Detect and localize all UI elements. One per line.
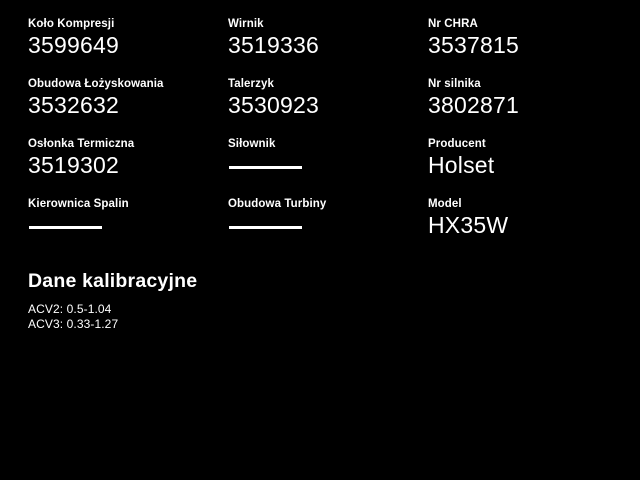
spec-label: Obudowa Turbiny xyxy=(228,198,327,210)
spec-value: HX35W xyxy=(428,212,509,238)
spec-label: Obudowa Łożyskowania xyxy=(28,78,164,90)
spec-label: Kierownica Spalin xyxy=(28,198,129,210)
spec-label: Nr CHRA xyxy=(428,18,478,30)
calibration-item-acv2: ACV2: 0.5-1.04 xyxy=(28,302,112,316)
spec-value: Holset xyxy=(428,152,495,178)
spec-value: 3519336 xyxy=(228,32,319,58)
spec-cell-kierownica-spalin: Kierownica Spalin xyxy=(28,193,228,253)
spec-label: Talerzyk xyxy=(228,78,274,90)
calibration-item-acv3: ACV3: 0.33-1.27 xyxy=(28,317,119,331)
spec-cell-silownik: Siłownik xyxy=(228,133,428,193)
calibration-list: ACV2: 0.5-1.04 ACV3: 0.33-1.27 xyxy=(28,302,428,332)
spec-cell-producent: Producent Holset xyxy=(428,133,628,193)
spec-cell-oslonka-termiczna: Osłonka Termiczna 3519302 xyxy=(28,133,228,193)
spec-label: Osłonka Termiczna xyxy=(28,138,135,150)
spec-cell-obudowa-lozyskowania: Obudowa Łożyskowania 3532632 xyxy=(28,73,228,133)
spec-cell-talerzyk: Talerzyk 3530923 xyxy=(228,73,428,133)
spec-label: Koło Kompresji xyxy=(28,18,115,30)
spec-grid: Koło Kompresji 3599649 Wirnik 3519336 Nr… xyxy=(28,13,628,253)
spec-value: 3599649 xyxy=(28,32,119,58)
calibration-section: Dane kalibracyjne ACV2: 0.5-1.04 ACV3: 0… xyxy=(28,270,428,332)
spec-value: 3537815 xyxy=(428,32,519,58)
spec-value-empty-line xyxy=(228,212,428,238)
spec-value-empty-line xyxy=(228,152,428,178)
spec-value: 3532632 xyxy=(28,92,119,118)
spec-label: Nr silnika xyxy=(428,78,481,90)
spec-label: Producent xyxy=(428,138,486,150)
spec-label: Siłownik xyxy=(228,138,276,150)
spec-value-empty-line xyxy=(28,212,228,238)
spec-cell-model: Model HX35W xyxy=(428,193,628,253)
spec-label: Wirnik xyxy=(228,18,264,30)
spec-cell-wirnik: Wirnik 3519336 xyxy=(228,13,428,73)
calibration-title: Dane kalibracyjne xyxy=(28,270,198,292)
spec-cell-obudowa-turbiny: Obudowa Turbiny xyxy=(228,193,428,253)
spec-value: 3530923 xyxy=(228,92,319,118)
spec-value: 3519302 xyxy=(28,152,119,178)
spec-cell-nr-chra: Nr CHRA 3537815 xyxy=(428,13,628,73)
spec-cell-nr-silnika: Nr silnika 3802871 xyxy=(428,73,628,133)
spec-cell-kolo-kompresji: Koło Kompresji 3599649 xyxy=(28,13,228,73)
spec-value: 3802871 xyxy=(428,92,519,118)
spec-label: Model xyxy=(428,198,462,210)
